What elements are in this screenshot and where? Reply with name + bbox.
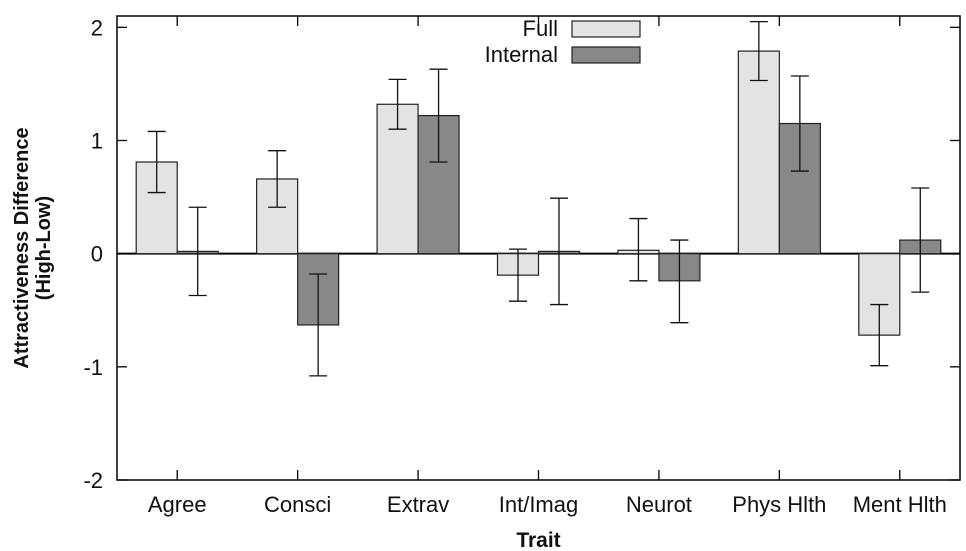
legend-swatch-internal: [571, 46, 641, 64]
x-tick-label: Phys Hlth: [732, 492, 826, 517]
y-axis-title: Attractiveness Difference (High-Low): [11, 127, 55, 368]
y-axis-title-line-2: (High-Low): [33, 196, 55, 300]
plot-frame: [116, 15, 961, 481]
x-tick-label: Extrav: [387, 492, 449, 517]
y-tick-label: -1: [83, 355, 103, 380]
y-axis-title-line-1: Attractiveness Difference: [11, 127, 33, 368]
x-tick-label: Consci: [264, 492, 331, 517]
plot-area: -2 -1 0 1 2 Agree Consci Extrav Int/Imag Neurot Ph…: [83, 15, 961, 517]
x-tick-label: Int/Imag: [499, 492, 578, 517]
x-tick-label: Agree: [148, 492, 207, 517]
legend-label-internal: Internal: [485, 42, 558, 67]
y-tick-label: -2: [83, 468, 103, 493]
legend-swatch-full: [571, 20, 641, 38]
x-tick-label: Neurot: [626, 492, 692, 517]
y-tick-label: 2: [91, 15, 103, 40]
x-axis-title: Trait: [516, 529, 560, 551]
legend-label-full: Full: [523, 16, 558, 41]
bar-full-5: [737, 50, 780, 255]
x-tick-label: Ment Hlth: [853, 492, 947, 517]
y-tick-label: 0: [91, 242, 103, 267]
y-tick-label: 1: [91, 128, 103, 153]
